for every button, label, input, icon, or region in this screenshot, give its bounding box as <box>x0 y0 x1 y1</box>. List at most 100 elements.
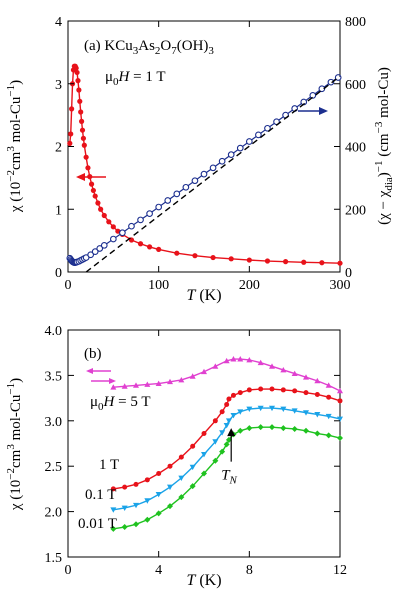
panel-b-series-point <box>314 377 321 384</box>
panel-a-chi-point <box>246 257 252 263</box>
panel-a-inverse-chi-point <box>96 245 104 252</box>
panel-a-chi-point <box>92 193 98 199</box>
panel-b-series-point <box>237 390 243 396</box>
panel-a-ylabel-left: χ (10−2cm3 mol-Cu−1) <box>5 80 24 213</box>
panel-b-series-point <box>237 427 244 434</box>
panel-b-series-point <box>257 359 264 366</box>
panel-a-field-annotation: μ0H = 1 T <box>105 69 166 88</box>
panel-a-chi-point <box>83 154 89 160</box>
panel-a-curie-weiss-fit <box>85 75 341 273</box>
panel-a-inverse-chi-point <box>109 235 117 243</box>
panel-b-ylabel: χ (10−2cm3 mol-Cu−1) <box>5 378 24 511</box>
panel-b-series-point <box>219 409 225 415</box>
panel-a-chi-series <box>67 63 343 266</box>
panel-a-inverse-chi-point <box>236 144 244 152</box>
panel-b-series-point <box>303 390 309 396</box>
panel-b-series-point <box>225 418 232 424</box>
panel-a-chi-point <box>210 254 216 261</box>
panel-b-sweep-arrowhead-right <box>109 378 116 384</box>
panel-b-series-point <box>303 427 309 434</box>
panel-b-series-point <box>280 406 287 412</box>
panel-a-chi-point <box>106 219 112 225</box>
panel-b-series-point <box>291 425 298 432</box>
panel-a-chi-point <box>95 200 101 206</box>
panel-b-series-point <box>133 382 139 388</box>
panel-a-ytick-label-left: 0 <box>55 266 62 281</box>
panel-b-series-point <box>167 503 173 510</box>
panel-b-xtick-label: 0 <box>65 563 72 578</box>
panel-a-ylabel-right: (χ − χdia)−1 (cm−3 mol-Cu) <box>373 67 395 225</box>
panel-a-ytick-label-right: 400 <box>345 141 366 156</box>
panel-b-series-point <box>291 408 298 414</box>
panel-b-series-point <box>269 424 275 431</box>
panel-b-series-point <box>110 525 117 532</box>
panel-a-ytick-label-right: 800 <box>345 15 366 30</box>
panel-b-series-point <box>269 363 275 369</box>
panel-b-series-point <box>314 430 321 437</box>
panel-a-xtick-label: 200 <box>239 278 260 293</box>
panel-b-xtick-label: 8 <box>246 563 253 578</box>
panel-b-series-point <box>155 380 162 386</box>
panel-a-inverse-chi-point <box>200 170 208 178</box>
panel-a-ytick-label-right: 0 <box>345 266 352 281</box>
panel-b-ticks: 0 4 8 12 1.5 2.0 2.5 3.0 3.5 4.0 <box>45 324 348 578</box>
panel-a-chi-point <box>80 135 87 141</box>
panel-a-xtick-label: 100 <box>148 278 169 293</box>
panel-b-series-point <box>122 484 128 490</box>
panel-b-series-point <box>246 387 252 393</box>
panel-a-chi-point <box>337 260 343 266</box>
panel-b-series-point <box>178 376 185 383</box>
panel-b-series-point <box>121 524 128 531</box>
panel-b-ytick-label: 2.0 <box>45 506 63 521</box>
panel-a-chi-point <box>283 259 289 265</box>
panel-a-chi-point <box>147 244 153 250</box>
panel-b-series-point <box>280 387 286 393</box>
panel-b-ytick-label: 3.5 <box>45 369 63 384</box>
panel-b-ytick-label: 4.0 <box>45 324 63 339</box>
panel-a-inverse-chi-series <box>66 74 342 266</box>
panel-a-inverse-chi-point <box>245 138 253 145</box>
panel-a-chi-point <box>78 109 84 115</box>
panel-a-ytick-label-left: 4 <box>55 15 62 30</box>
panel-b-series-point <box>223 441 230 448</box>
panel-a-fit-line <box>85 75 341 273</box>
panel-b-series-point <box>155 491 162 498</box>
panel-a-inverse-chi-point <box>128 222 135 230</box>
panel-b-series-point <box>223 422 230 429</box>
panel-b-series-point <box>178 454 184 460</box>
panel-b-series-point <box>201 451 207 458</box>
panel-a-ytick-label-right: 600 <box>345 78 366 93</box>
panel-a-chi-point <box>319 260 325 266</box>
panel-a-inverse-chi-line <box>69 76 339 264</box>
panel-b-series-point <box>325 432 332 439</box>
panel-b-series-line <box>113 358 341 392</box>
panel-b-series-point <box>230 412 237 419</box>
panel-b-series-point <box>225 436 232 443</box>
panel-a-inverse-chi-point <box>209 164 217 172</box>
panel-b-series-point <box>224 401 230 407</box>
panel-b-series-point <box>325 413 332 420</box>
panel-a-chi-point <box>264 258 271 264</box>
panel-b-frame <box>67 329 341 558</box>
panel-a-chi-point <box>301 259 307 265</box>
panel-b-series-point <box>303 410 309 416</box>
panel-a-chi-point <box>74 69 80 76</box>
panel-a-chi-point <box>110 224 116 230</box>
panel-b-series-point <box>258 386 264 392</box>
panel-b-series-point <box>144 381 151 387</box>
panel-a-inverse-chi-point <box>173 190 181 198</box>
panel-b: 0 4 8 12 1.5 2.0 2.5 3.0 3.5 4.0 (b) μ0H = 5 T 1 … <box>5 324 347 589</box>
panel-b-xtick-label: 4 <box>155 563 162 578</box>
panel-b-series-point <box>133 481 139 487</box>
panel-b-series-point <box>133 521 139 528</box>
panel-a-chi-point <box>228 256 234 262</box>
panel-a-inverse-chi-point <box>137 216 144 224</box>
panel-b-series-point <box>178 475 185 482</box>
panel-a-inverse-chi-point <box>155 203 163 211</box>
panel-a-inverse-chi-point <box>264 124 271 132</box>
panel-a-chi-point <box>79 118 85 124</box>
panel-b-series-point <box>144 498 151 504</box>
panel-b-series-point <box>121 383 128 389</box>
panel-b-label-1t: 1 T <box>99 457 119 473</box>
